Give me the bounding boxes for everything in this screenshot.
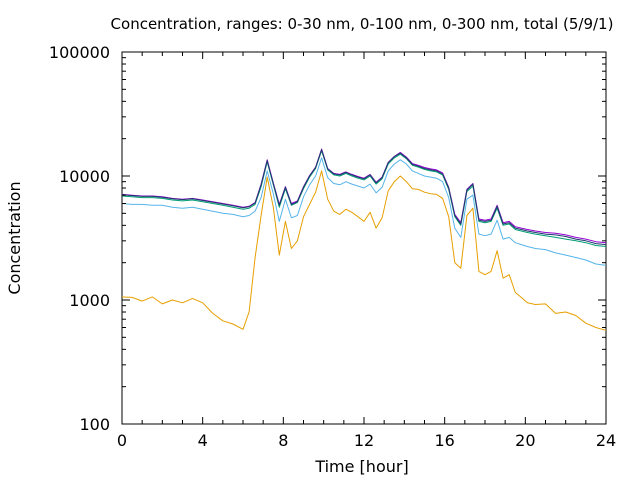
plot-border <box>121 51 607 425</box>
series-line-3 <box>121 150 607 247</box>
x-tick-label: 12 <box>354 431 374 450</box>
y-tick-label: 10000 <box>59 167 110 186</box>
series-layer <box>121 148 607 331</box>
x-tick-label: 16 <box>434 431 454 450</box>
x-tick-label: 4 <box>198 431 208 450</box>
series-line-2 <box>121 157 607 266</box>
plot-area <box>121 51 607 425</box>
chart-title: Concentration, ranges: 0-30 nm, 0-100 nm… <box>111 15 614 33</box>
y-tick-label: 1000 <box>69 291 110 310</box>
x-tick-label: 8 <box>278 431 288 450</box>
y-tick-label: 100000 <box>49 43 110 62</box>
y-tick-label: 100 <box>79 415 110 434</box>
x-tick-label: 0 <box>117 431 127 450</box>
x-tick-label: 24 <box>596 431 616 450</box>
x-axis-label: Time [hour] <box>314 457 408 476</box>
x-tick-label: 20 <box>515 431 535 450</box>
series-line-4 <box>121 148 607 244</box>
series-line-1 <box>121 170 607 331</box>
x-axis: 0 4 8 12 16 20 24 <box>117 52 616 450</box>
y-axis: 100 1000 10000 100000 <box>49 43 606 434</box>
series-line-5 <box>121 149 607 246</box>
y-axis-label: Concentration <box>5 181 24 294</box>
